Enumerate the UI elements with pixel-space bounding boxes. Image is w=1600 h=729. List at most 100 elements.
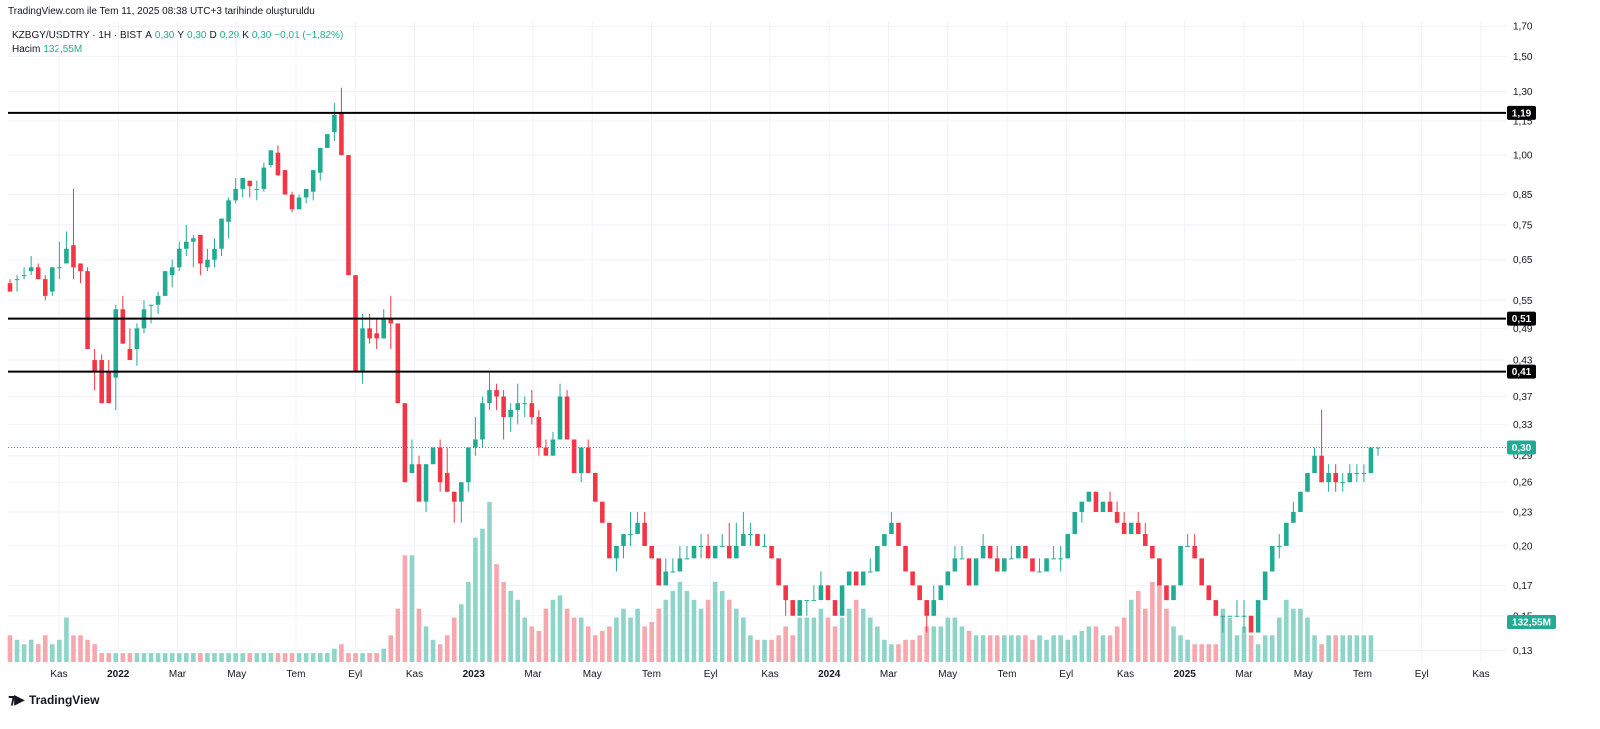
candle-body [1044, 558, 1049, 572]
candle-body [1276, 545, 1282, 547]
candle-body [473, 439, 478, 448]
volume-bar [85, 639, 90, 662]
volume-bar [92, 644, 97, 662]
volume-bar [987, 635, 993, 662]
volume-bar [1030, 639, 1035, 662]
volume-bar [1213, 644, 1219, 662]
volume-bar [254, 653, 260, 662]
volume-bar [416, 608, 422, 662]
x-tick-label: 2022 [107, 669, 130, 680]
volume-bar [148, 653, 154, 662]
volume-bar [99, 653, 104, 662]
candle-body [134, 328, 140, 350]
candle-body [867, 571, 873, 573]
candle-body [1072, 511, 1078, 535]
last-price-tag [1507, 440, 1536, 455]
volume-bar [1291, 608, 1296, 662]
candle-body [1030, 558, 1035, 572]
change-value: −0,01 (−1,82%) [274, 30, 344, 41]
volume-bar [818, 608, 824, 662]
volume-bar [205, 653, 210, 662]
volume-bar [966, 630, 972, 662]
volume-bar [282, 653, 288, 662]
candle-body [896, 522, 901, 546]
candle-body [1333, 473, 1338, 483]
volume-bar [106, 653, 112, 662]
volume-bar [1262, 635, 1268, 662]
volume-bar [571, 617, 577, 662]
candle-body [1220, 615, 1226, 617]
candle-body [367, 328, 372, 339]
close-value: 0,30 [251, 30, 272, 41]
candle-body [346, 155, 351, 276]
volume-bar [748, 635, 753, 662]
candle-body [875, 545, 880, 572]
volume-bar [1128, 599, 1134, 662]
volume-bar [804, 617, 810, 662]
x-tick-label: Mar [880, 669, 898, 680]
volume-bar [473, 537, 478, 662]
candle-body [501, 396, 506, 418]
volume-bar [113, 653, 119, 662]
candle-body [882, 534, 887, 546]
volume-bar [1072, 635, 1078, 662]
x-tick-label: May [938, 669, 957, 680]
candle-body [219, 218, 224, 249]
volume-bar [1319, 644, 1324, 662]
candle-body [169, 267, 175, 276]
tradingview-logo[interactable]: ⁊▶ TradingView [8, 691, 99, 708]
volume-bar [1298, 608, 1303, 662]
volume-bar [924, 626, 929, 662]
y-tick-label: 0,75 [1513, 220, 1533, 231]
volume-bar [42, 635, 48, 662]
candle-body [642, 522, 647, 546]
volume-bar [1164, 608, 1169, 662]
volume-bar [585, 626, 591, 662]
volume-bar [14, 639, 20, 662]
candle-body [395, 323, 401, 404]
volume-bar [578, 617, 584, 662]
y-tick-label: 1,70 [1513, 22, 1533, 33]
candle-body [529, 403, 535, 418]
candle-body [1135, 522, 1141, 535]
volume-bar [459, 604, 464, 662]
candle-body [183, 241, 189, 249]
x-tick-label: Eyl [704, 669, 718, 680]
y-tick-label: 0,33 [1513, 420, 1533, 431]
candle-body [966, 558, 972, 586]
volume-bar [860, 608, 866, 662]
volume-bar [684, 590, 690, 662]
candle-body [776, 558, 781, 586]
candle-body [71, 245, 76, 268]
volume-bar [268, 653, 274, 662]
candle-body [790, 600, 796, 616]
volume-bar [910, 639, 915, 662]
candle-body [1016, 545, 1021, 559]
candle-body [910, 571, 915, 586]
x-tick-label: Tem [642, 669, 661, 680]
y-tick-label: 0,29 [1513, 451, 1533, 462]
candle-body [508, 410, 513, 418]
y-tick-label: 1,30 [1513, 87, 1533, 98]
candle-body [783, 585, 788, 601]
candle-body [1206, 585, 1212, 601]
volume-bar [853, 599, 859, 662]
level-price-label: 1,19 [1512, 108, 1532, 119]
volume-bar [444, 635, 450, 662]
volume-bar [529, 626, 535, 662]
candle-body [1375, 447, 1381, 449]
candle-body [712, 545, 718, 559]
volume-bar [219, 653, 224, 662]
volume-bar [1255, 644, 1261, 662]
level-price-label: 0,51 [1512, 314, 1532, 325]
volume-bar [705, 599, 711, 662]
volume-bar [7, 635, 13, 662]
x-tick-label: Kas [761, 669, 778, 680]
candle-body [444, 473, 450, 492]
candle-body [57, 267, 62, 269]
candle-body [1100, 501, 1106, 512]
volume-bar [1206, 644, 1212, 662]
candle-body [191, 238, 196, 242]
volume-bar [501, 582, 506, 662]
